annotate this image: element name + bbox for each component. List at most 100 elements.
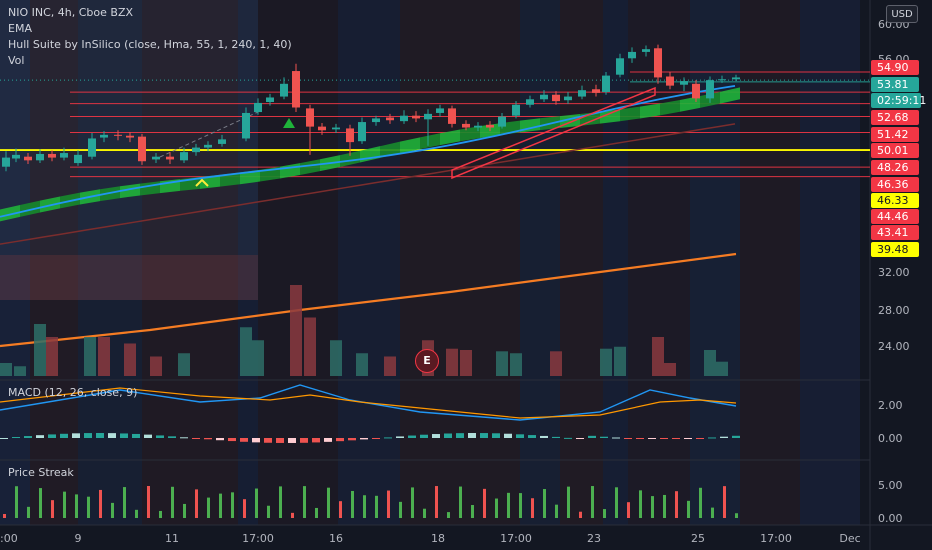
candle-body — [680, 81, 688, 85]
macd-histogram-bar — [264, 438, 272, 443]
price-streak-bar — [627, 502, 630, 518]
macd-histogram-bar — [96, 433, 104, 438]
macd-histogram-bar — [576, 438, 584, 439]
candle-body — [372, 118, 380, 123]
price-streak-bar — [303, 486, 306, 518]
volume-bar — [716, 361, 728, 376]
currency-button[interactable]: USD — [886, 5, 918, 23]
macd-histogram-bar — [468, 433, 476, 438]
macd-histogram-bar — [480, 433, 488, 438]
macd-histogram-bar — [660, 438, 668, 439]
candle-body — [732, 77, 740, 80]
price-streak-bar — [687, 500, 690, 518]
price-streak-bar — [243, 499, 246, 518]
hull-suite-legend[interactable]: Hull Suite by InSilico (close, Hma, 55, … — [8, 38, 292, 51]
session-band — [800, 0, 860, 525]
price-streak-bar — [567, 486, 570, 518]
candle-body — [2, 157, 10, 167]
price-streak-bar — [207, 497, 210, 518]
candle-body — [718, 79, 726, 81]
candle-body — [24, 156, 32, 161]
price-label-text: 46.36 — [877, 178, 909, 191]
symbol-legend[interactable]: NIO INC, 4h, Cboe BZX — [8, 6, 134, 19]
volume-bar — [330, 340, 342, 376]
hull-band — [140, 181, 160, 196]
price-streak-bar — [471, 505, 474, 518]
macd-histogram-bar — [360, 438, 368, 440]
candle-body — [166, 156, 174, 160]
volume-bar — [600, 348, 612, 376]
price-label-bg — [871, 160, 919, 175]
candle-body — [358, 122, 366, 142]
macd-legend[interactable]: MACD (12, 26, close, 9) — [8, 386, 138, 399]
price-streak-bar — [171, 486, 174, 518]
volume-bar — [34, 324, 46, 376]
volume-legend[interactable]: Vol — [8, 54, 25, 67]
macd-line — [0, 384, 737, 421]
session-band — [740, 0, 800, 525]
candle-body — [218, 139, 226, 144]
volume-bar — [510, 353, 522, 376]
macd-histogram-bar — [132, 433, 140, 438]
price-streak-bar — [735, 513, 738, 518]
hull-band — [460, 126, 480, 142]
price-streak-bar — [15, 486, 18, 518]
macd-histogram-bar — [552, 436, 560, 438]
candle-body — [318, 126, 326, 131]
candle-body — [292, 71, 300, 108]
price-label-bg — [871, 242, 919, 257]
macd-histogram-bar — [492, 433, 500, 438]
ema-legend[interactable]: EMA — [8, 22, 32, 35]
candle-body — [592, 89, 600, 93]
earnings-badge[interactable]: E — [415, 349, 439, 373]
macd-histogram-bar — [168, 436, 176, 438]
price-streak-bar — [615, 487, 618, 518]
macd-histogram-bar — [708, 437, 716, 439]
price-label-text: 50.01 — [877, 144, 909, 157]
price-label-text: 46.33 — [877, 194, 909, 207]
price-streak-bar — [459, 486, 462, 518]
price-label: 46.33 — [871, 193, 919, 208]
volume-bar — [252, 340, 264, 376]
price-streak-bar — [555, 504, 558, 518]
macd-histogram-bar — [300, 438, 308, 443]
trend-line — [0, 252, 737, 348]
volume-bar — [14, 366, 26, 376]
price-axis-tick: 32.00 — [878, 266, 910, 279]
price-streak-legend[interactable]: Price Streak — [8, 466, 74, 479]
candle-body — [564, 96, 572, 101]
price-label: 43.41 — [871, 225, 919, 240]
price-streak-bar — [507, 492, 510, 518]
macd-histogram-bar — [144, 434, 152, 438]
candle-body — [60, 153, 68, 158]
macd-histogram-bar — [240, 438, 248, 442]
time-axis-label: 11 — [165, 532, 179, 545]
macd-histogram-bar — [72, 433, 80, 438]
time-axis-label: 17:00 — [500, 532, 532, 545]
price-streak-bar — [267, 505, 270, 518]
price-label-text: 52.68 — [877, 111, 909, 124]
volume-bar — [664, 363, 676, 376]
candle-body — [654, 48, 662, 78]
session-band — [560, 0, 603, 525]
time-axis-label: :00 — [0, 532, 18, 545]
price-streak-bar — [363, 495, 366, 518]
price-streak-bar — [219, 493, 222, 518]
candle-body — [526, 99, 534, 105]
price-streak-bar — [591, 486, 594, 518]
candle-body — [602, 75, 610, 93]
candle-body — [616, 58, 624, 75]
time-axis-label: 17:00 — [242, 532, 274, 545]
price-streak-bar — [699, 487, 702, 518]
price-label: 50.01 — [871, 143, 919, 158]
macd-histogram-bar — [36, 435, 44, 438]
macd-histogram-bar — [24, 436, 32, 438]
price-label-bg — [871, 110, 919, 125]
macd-signal-line — [0, 387, 737, 419]
volume-bar — [384, 356, 396, 376]
hull-band — [720, 87, 740, 104]
candle-body — [242, 112, 250, 139]
hull-band — [640, 103, 660, 119]
price-streak-bar — [75, 494, 78, 518]
